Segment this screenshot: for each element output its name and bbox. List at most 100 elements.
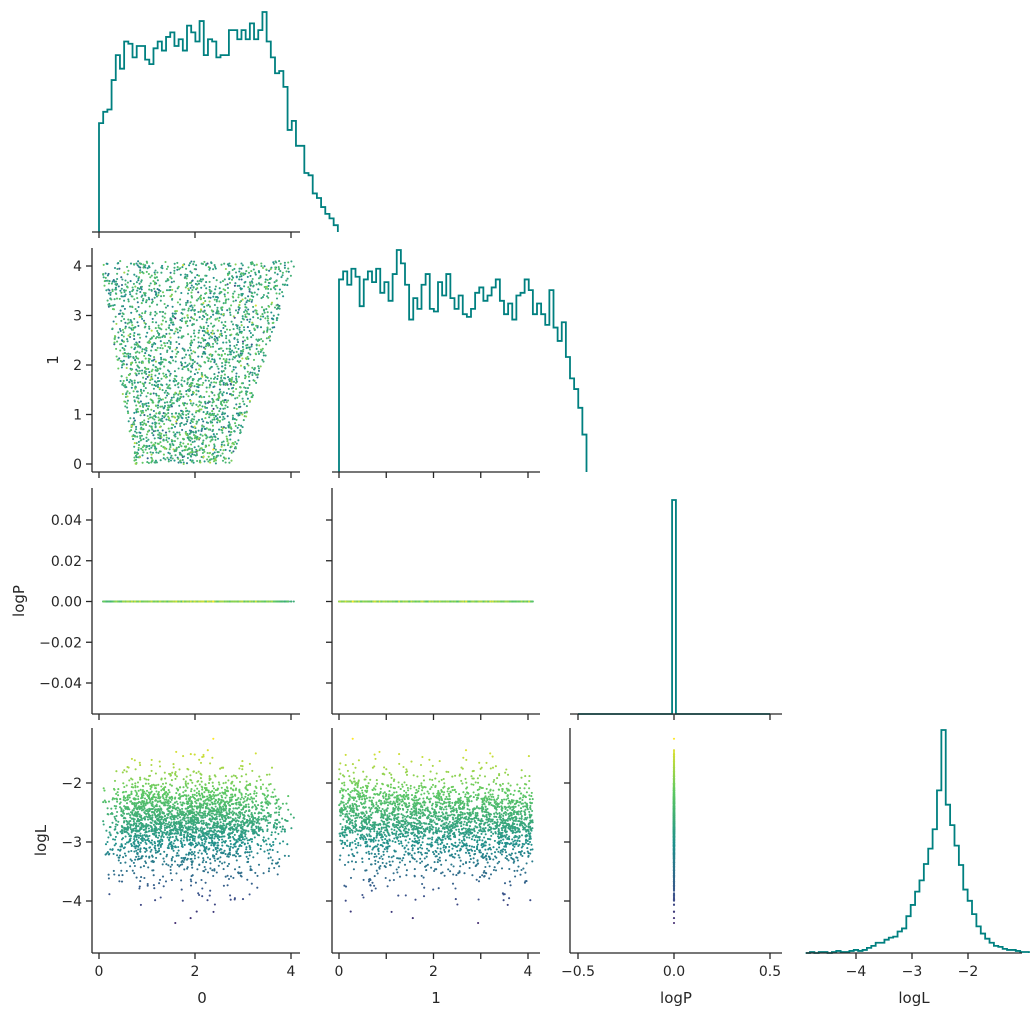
scatter-0-vs-1-point	[124, 384, 127, 387]
scatter-0-vs-1-point	[224, 364, 227, 367]
scatter-0-vs-1-point	[147, 402, 150, 405]
scatter-0-vs-1-point	[133, 262, 136, 266]
scatter-0-vs-1-point	[170, 405, 173, 408]
scatter-0-vs-1-point	[135, 408, 138, 411]
scatter-0-vs-1-point	[209, 421, 212, 424]
scatter-0-vs-1-point	[241, 426, 244, 429]
scatter-0-vs-1-point	[155, 422, 158, 425]
scatter-0-vs-1-point	[148, 382, 151, 385]
scatter-0-vs-1-point	[136, 370, 139, 373]
scatter-0-vs-1-point	[139, 455, 142, 459]
scatter-0-vs-1-point	[228, 340, 231, 344]
scatter-0-vs-1-point	[117, 336, 120, 339]
scatter-0-vs-1-point	[157, 333, 160, 337]
scatter-0-vs-1-point	[204, 339, 207, 342]
scatter-0-vs-1-point	[169, 346, 172, 349]
scatter-0-vs-1-point	[190, 271, 193, 274]
scatter-0-vs-1-point	[137, 305, 140, 309]
scatter-0-vs-1-point	[190, 352, 193, 355]
scatter-0-vs-1-point	[195, 299, 198, 302]
scatter-0-vs-1-point	[155, 412, 158, 415]
scatter-0-vs-1-point	[204, 375, 207, 378]
scatter-0-vs-1-point	[153, 356, 156, 359]
scatter-0-vs-1-point	[221, 392, 224, 396]
scatter-0-vs-1-point	[222, 349, 225, 352]
scatter-0-vs-1-point	[149, 398, 152, 401]
scatter-0-vs-1-point	[195, 403, 198, 406]
scatter-0-vs-1-point	[252, 316, 255, 319]
scatter-0-vs-1-point	[127, 420, 130, 423]
scatter-0-vs-1-point	[241, 350, 245, 353]
scatter-0-vs-1-point	[135, 275, 138, 278]
scatter-0-vs-1-point	[225, 392, 228, 395]
scatter-0-vs-1-point	[171, 402, 174, 405]
scatter-0-vs-1-point	[197, 445, 200, 448]
scatter-0-vs-1-point	[121, 382, 124, 385]
scatter-0-vs-1-point	[183, 455, 186, 458]
scatter-0-vs-1-point	[159, 289, 162, 293]
scatter-0-vs-1-point	[228, 461, 231, 464]
scatter-0-vs-1-point	[224, 299, 227, 302]
scatter-0-vs-1-point	[191, 317, 194, 320]
scatter-0-vs-1-point	[115, 284, 118, 287]
scatter-0-vs-1-point	[195, 420, 198, 423]
scatter-0-vs-1-point	[143, 414, 146, 417]
scatter-0-vs-1-point	[225, 358, 228, 362]
scatter-0-vs-1-point	[181, 402, 185, 405]
scatter-0-vs-1-point	[209, 366, 213, 369]
scatter-0-vs-1-point	[261, 340, 264, 343]
scatter-0-vs-1-point	[201, 383, 204, 387]
scatter-0-vs-1-point	[146, 414, 149, 418]
scatter-0-vs-1-point	[235, 276, 238, 279]
scatter-0-vs-1-point	[187, 307, 190, 310]
scatter-0-vs-1-point	[189, 422, 192, 425]
scatter-0-vs-1-point	[234, 263, 237, 266]
scatter-0-vs-1-point	[203, 427, 206, 430]
scatter-0-vs-1-point	[233, 336, 236, 340]
scatter-0-vs-1-point	[206, 436, 209, 439]
scatter-0-vs-1-point	[196, 346, 200, 349]
scatter-0-vs-1-point	[198, 279, 201, 282]
scatter-0-vs-1-point	[155, 349, 158, 352]
scatter-0-vs-1-point	[145, 335, 148, 338]
scatter-0-vs-1-point	[230, 278, 234, 281]
scatter-0-vs-1-point	[139, 427, 142, 430]
scatter-0-vs-1-point	[225, 334, 228, 337]
scatter-0-vs-1-point	[169, 387, 172, 390]
scatter-0-vs-1-point	[158, 284, 161, 287]
scatter-0-vs-1-point	[248, 348, 252, 351]
scatter-0-vs-1-point	[142, 319, 146, 322]
scatter-0-vs-1-point	[229, 426, 233, 429]
scatter-0-vs-1-point	[250, 300, 253, 303]
scatter-0-vs-1-point	[198, 410, 201, 413]
scatter-0-vs-1-point	[232, 390, 235, 393]
scatter-0-vs-1-point	[181, 317, 184, 320]
scatter-0-vs-1-point	[238, 355, 241, 358]
scatter-0-vs-1-point	[154, 426, 157, 429]
scatter-0-vs-1-point	[190, 451, 193, 454]
scatter-0-vs-1-point	[126, 286, 129, 289]
scatter-0-vs-1-point	[250, 343, 253, 346]
scatter-0-vs-1-point	[224, 289, 227, 292]
scatter-0-vs-1-point	[171, 305, 174, 308]
scatter-0-vs-1-point	[129, 378, 132, 381]
scatter-0-vs-1-point	[144, 423, 147, 426]
scatter-0-vs-1-point	[251, 366, 254, 369]
scatter-0-vs-1-point	[203, 284, 206, 287]
scatter-0-vs-1-point	[251, 334, 254, 337]
scatter-0-vs-1-point	[290, 260, 293, 263]
scatter-0-vs-1-point	[153, 271, 156, 274]
scatter-0-vs-1-point	[173, 380, 176, 383]
scatter-0-vs-1-point	[187, 412, 190, 415]
scatter-0-vs-1-point	[161, 319, 164, 322]
scatter-0-vs-1-point	[179, 303, 182, 306]
scatter-0-vs-1-point	[198, 329, 201, 332]
scatter-0-vs-1-point	[128, 326, 131, 329]
scatter-0-vs-1-point	[139, 336, 142, 339]
scatter-0-vs-1-point	[151, 422, 154, 425]
scatter-0-vs-1-point	[155, 451, 158, 454]
scatter-0-vs-1-point	[146, 261, 149, 264]
scatter-0-vs-1-point	[166, 440, 169, 443]
scatter-0-vs-1-point	[137, 372, 140, 375]
scatter-0-vs-1-point	[216, 406, 219, 409]
